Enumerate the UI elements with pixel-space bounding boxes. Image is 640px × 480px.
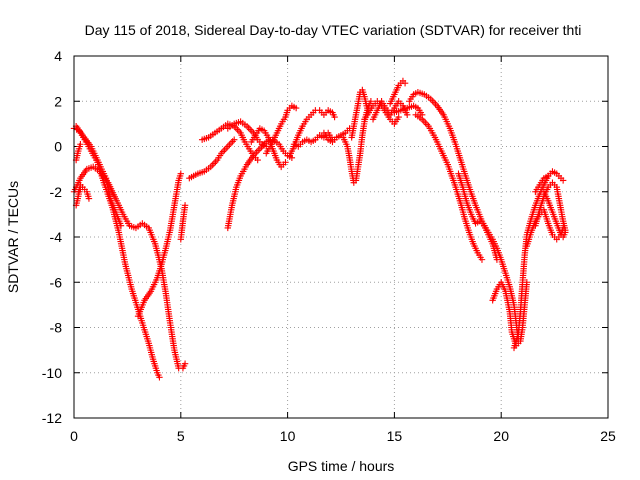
data-series: [455, 170, 501, 263]
data-series: [224, 118, 270, 150]
plus-marker: [231, 136, 238, 143]
plus-marker: [282, 159, 289, 166]
x-tick-label: 0: [70, 428, 78, 444]
plus-marker: [181, 360, 189, 367]
plus-marker: [404, 111, 411, 119]
plus-marker: [395, 113, 402, 121]
plus-marker: [292, 104, 300, 112]
plus-marker: [478, 256, 486, 263]
plus-marker: [85, 195, 93, 202]
data-series: [186, 136, 238, 182]
data-series: [386, 77, 409, 107]
y-tick-label: -12: [42, 410, 62, 426]
y-tick-label: -10: [42, 365, 62, 381]
data-series: [224, 136, 296, 232]
data-series: [369, 98, 411, 123]
plus-marker: [156, 374, 163, 381]
plus-marker: [401, 79, 409, 87]
x-tick-label: 20: [493, 428, 509, 444]
data-series: [532, 172, 552, 195]
y-axis-label: SDTVAR / TECUs: [5, 181, 21, 293]
plus-marker: [562, 229, 569, 236]
x-tick-label: 25: [600, 428, 616, 444]
plus-marker: [331, 113, 338, 121]
plus-marker: [117, 222, 125, 229]
data-series: [263, 102, 300, 157]
y-tick-label: 2: [54, 93, 62, 109]
plus-marker: [77, 141, 84, 148]
plus-marker: [493, 256, 501, 263]
data-series: [391, 102, 426, 119]
data-series: [70, 125, 163, 381]
plus-marker: [177, 170, 184, 177]
data-marks: [70, 77, 569, 381]
data-series: [348, 86, 372, 141]
data-series: [540, 188, 569, 241]
y-tick-label: -2: [50, 184, 63, 200]
plus-marker: [181, 202, 189, 209]
y-tick-label: 4: [54, 48, 62, 64]
y-tick-label: -8: [50, 320, 63, 336]
x-tick-label: 10: [280, 428, 296, 444]
data-series: [489, 279, 531, 349]
data-series: [290, 129, 336, 150]
data-series: [320, 125, 353, 146]
y-tick-label: -6: [50, 274, 63, 290]
plus-marker: [544, 172, 552, 180]
plus-marker: [254, 156, 261, 164]
x-tick-label: 5: [177, 428, 185, 444]
y-tick-labels: 4 2 0 -2 -4 -6 -8 -10 -12: [42, 48, 62, 426]
data-series: [72, 141, 84, 164]
data-series: [286, 107, 338, 159]
x-axis-label: GPS time / hours: [288, 458, 395, 474]
data-series: [412, 111, 486, 263]
plot-frame: [73, 55, 609, 419]
data-series: [72, 122, 125, 229]
plus-marker: [367, 98, 375, 105]
data-series: [134, 170, 184, 320]
x-tick-label: 15: [387, 428, 403, 444]
plus-marker: [77, 181, 84, 189]
y-tick-label: 0: [54, 139, 62, 155]
y-tick-label: -4: [50, 229, 63, 245]
x-tick-labels: 0 5 10 15 20 25: [70, 428, 616, 444]
chart-title: Day 115 of 2018, Sidereal Day-to-day VTE…: [85, 22, 582, 38]
plus-marker: [559, 177, 567, 184]
data-series: [177, 202, 189, 243]
